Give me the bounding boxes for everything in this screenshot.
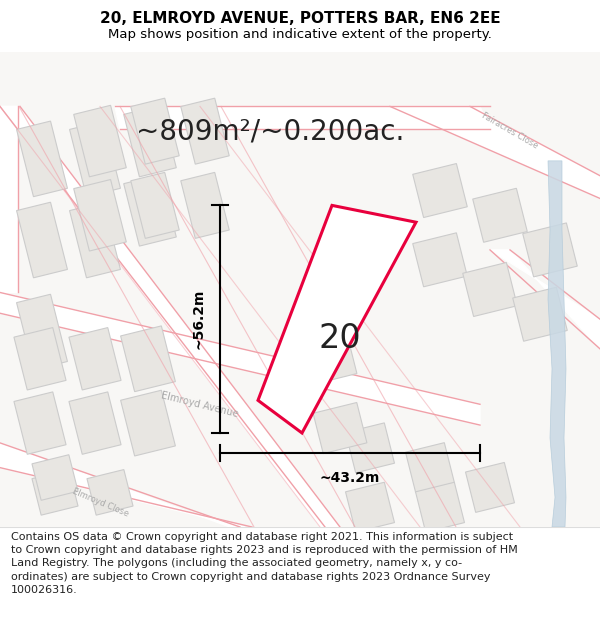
Polygon shape (17, 294, 67, 370)
Polygon shape (32, 455, 78, 501)
Polygon shape (74, 105, 126, 177)
Polygon shape (69, 392, 121, 454)
Polygon shape (0, 292, 480, 425)
Polygon shape (258, 206, 416, 433)
Text: 20, ELMROYD AVENUE, POTTERS BAR, EN6 2EE: 20, ELMROYD AVENUE, POTTERS BAR, EN6 2EE (100, 11, 500, 26)
Polygon shape (121, 326, 175, 392)
Text: Fairacres Close: Fairacres Close (480, 111, 540, 151)
Polygon shape (416, 482, 464, 532)
Text: Elmroyd Avenue: Elmroyd Avenue (160, 390, 239, 419)
Polygon shape (413, 233, 467, 287)
Polygon shape (14, 392, 66, 454)
Polygon shape (473, 188, 527, 242)
Polygon shape (181, 98, 229, 164)
Text: ~43.2m: ~43.2m (320, 471, 380, 484)
Polygon shape (87, 469, 133, 515)
Text: Contains OS data © Crown copyright and database right 2021. This information is : Contains OS data © Crown copyright and d… (11, 532, 518, 595)
Polygon shape (346, 423, 394, 472)
Polygon shape (523, 223, 577, 277)
Polygon shape (32, 469, 78, 515)
Polygon shape (181, 173, 229, 238)
Polygon shape (131, 173, 179, 238)
Polygon shape (115, 106, 490, 129)
Polygon shape (346, 482, 394, 532)
Polygon shape (490, 250, 600, 349)
Polygon shape (303, 333, 357, 384)
Polygon shape (390, 106, 600, 199)
Polygon shape (17, 202, 67, 278)
Text: ~56.2m: ~56.2m (192, 289, 206, 349)
Text: Elmroyd Close: Elmroyd Close (71, 486, 130, 518)
Polygon shape (121, 390, 175, 456)
Polygon shape (466, 462, 514, 512)
Polygon shape (70, 121, 121, 197)
Polygon shape (0, 106, 340, 527)
Polygon shape (14, 328, 66, 390)
Polygon shape (131, 98, 179, 164)
Polygon shape (124, 174, 176, 246)
Polygon shape (70, 202, 121, 278)
Polygon shape (124, 105, 176, 177)
Polygon shape (74, 179, 126, 251)
Polygon shape (313, 402, 367, 454)
Polygon shape (463, 262, 517, 316)
Polygon shape (413, 164, 467, 217)
Polygon shape (548, 161, 566, 527)
Polygon shape (0, 443, 245, 527)
Polygon shape (513, 288, 567, 341)
Polygon shape (406, 442, 454, 493)
Polygon shape (17, 121, 67, 197)
Polygon shape (69, 328, 121, 390)
Text: 20: 20 (319, 322, 361, 356)
Text: Map shows position and indicative extent of the property.: Map shows position and indicative extent… (108, 28, 492, 41)
Text: ~809m²/~0.200ac.: ~809m²/~0.200ac. (136, 117, 404, 145)
Polygon shape (0, 106, 18, 293)
